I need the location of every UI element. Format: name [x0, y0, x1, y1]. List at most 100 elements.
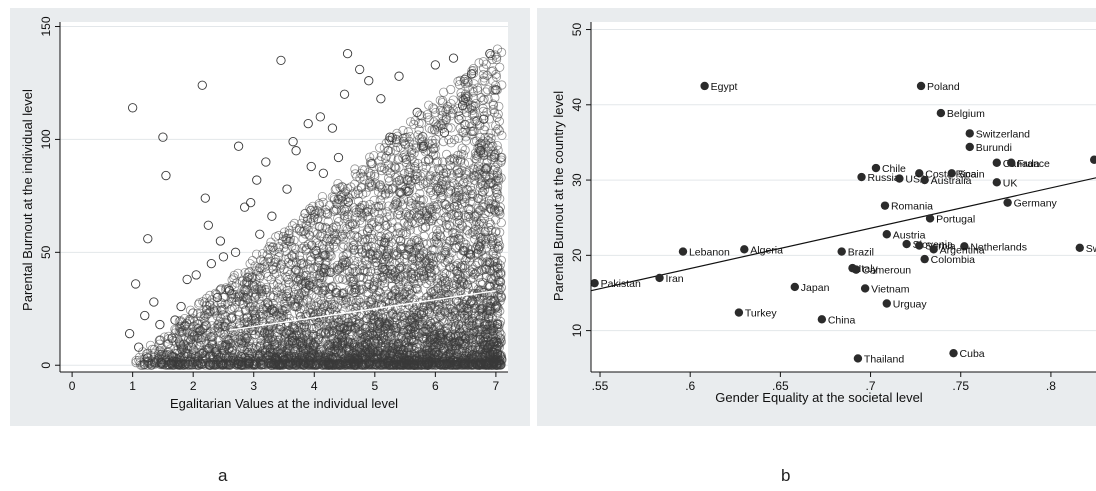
- chart-a-point: [486, 141, 496, 152]
- chart-a-point: [449, 154, 460, 164]
- chart-a-point: [305, 356, 315, 366]
- chart-a-point: [486, 177, 496, 187]
- chart-a-point: [427, 245, 437, 255]
- chart-a-point: [290, 357, 300, 367]
- chart-a-point: [335, 263, 345, 274]
- chart-a-point: [469, 216, 479, 226]
- chart-a-point: [331, 198, 342, 209]
- chart-a-point: [216, 306, 226, 316]
- chart-a-point: [471, 260, 481, 271]
- chart-a-point: [308, 279, 318, 290]
- chart-a-point: [480, 208, 490, 219]
- chart-a-point: [416, 316, 426, 326]
- chart-a-point: [464, 209, 474, 219]
- chart-a-point: [476, 141, 486, 151]
- chart-a-point: [436, 306, 446, 316]
- chart-a-point: [430, 194, 440, 204]
- chart-a-point: [458, 95, 469, 105]
- chart-a-point: [299, 304, 309, 314]
- chart-a-point: [423, 360, 433, 370]
- chart-a-point: [338, 191, 348, 202]
- chart-a-point: [483, 311, 494, 321]
- chart-a-point: [493, 283, 503, 293]
- chart-a-point: [282, 235, 292, 246]
- chart-a-point: [278, 359, 288, 370]
- chart-a-point: [412, 242, 423, 252]
- chart-a-point: [471, 243, 481, 253]
- chart-a-point: [460, 173, 470, 183]
- chart-a-point: [333, 293, 343, 303]
- chart-a-point: [305, 273, 315, 283]
- chart-a-point: [349, 241, 359, 251]
- chart-a-point: [446, 185, 456, 195]
- chart-a-point: [291, 265, 301, 275]
- chart-a-point: [466, 103, 476, 113]
- chart-a-point: [217, 350, 227, 360]
- chart-a-point: [371, 290, 382, 300]
- chart-a-point: [474, 173, 484, 183]
- chart-a-point: [322, 233, 332, 244]
- chart-a-point: [497, 354, 507, 364]
- chart-a-point: [461, 191, 471, 201]
- chart-a-point: [241, 330, 252, 340]
- chart-a-point: [358, 302, 368, 312]
- chart-a-point: [471, 249, 482, 259]
- chart-a-point: [416, 118, 426, 129]
- chart-a-point: [303, 264, 313, 274]
- chart-a-point: [469, 344, 479, 354]
- chart-a-point: [375, 180, 385, 190]
- chart-a-point: [458, 150, 468, 160]
- chart-a-point: [383, 290, 393, 300]
- chart-a-point: [456, 199, 467, 209]
- chart-a-point: [277, 348, 287, 358]
- chart-a-point: [448, 178, 458, 188]
- chart-a-point: [401, 210, 411, 220]
- chart-a-point: [289, 218, 300, 228]
- chart-a-point: [478, 324, 488, 334]
- chart-a-point: [341, 205, 351, 215]
- chart-a-point: [497, 80, 507, 90]
- chart-a-point: [432, 122, 442, 132]
- chart-a-point: [282, 292, 292, 302]
- chart-a-point: [401, 264, 411, 274]
- chart-a-point: [358, 273, 368, 283]
- chart-a-point: [409, 119, 419, 130]
- chart-a-point: [346, 277, 356, 287]
- chart-a-point: [479, 111, 489, 121]
- chart-a-point: [394, 282, 404, 292]
- chart-a-point: [474, 242, 484, 252]
- chart-a-point: [184, 329, 194, 339]
- chart-a-point: [463, 82, 473, 92]
- chart-a-point: [318, 244, 329, 254]
- chart-a-point: [320, 257, 330, 267]
- chart-a-point: [483, 94, 493, 104]
- chart-a-point: [404, 300, 414, 310]
- chart-a-point: [406, 201, 416, 211]
- chart-a-point: [490, 201, 500, 211]
- chart-a-point: [182, 343, 193, 353]
- chart-a-point: [217, 304, 227, 315]
- chart-a-point: [247, 255, 258, 266]
- chart-a-point: [485, 258, 495, 268]
- chart-a-point: [425, 204, 435, 214]
- chart-a-point: [265, 329, 275, 339]
- chart-a-point: [401, 227, 411, 237]
- chart-a-point: [410, 162, 420, 172]
- chart-a-point: [382, 166, 392, 176]
- chart-a-point: [479, 202, 489, 212]
- chart-a-point: [394, 257, 405, 268]
- chart-a-point: [228, 336, 238, 346]
- chart-a-point: [453, 234, 464, 244]
- chart-a-point: [348, 236, 358, 246]
- chart-a-point: [371, 311, 381, 321]
- chart-a-point: [426, 318, 436, 329]
- chart-a-point: [366, 218, 377, 228]
- chart-a-point: [314, 358, 324, 368]
- chart-a-point: [396, 321, 406, 331]
- chart-a-point: [237, 343, 247, 353]
- chart-a-point: [385, 348, 395, 359]
- chart-a-point: [346, 285, 357, 296]
- chart-a-point: [409, 309, 419, 319]
- chart-a-point: [492, 44, 503, 54]
- chart-a-point: [405, 117, 416, 127]
